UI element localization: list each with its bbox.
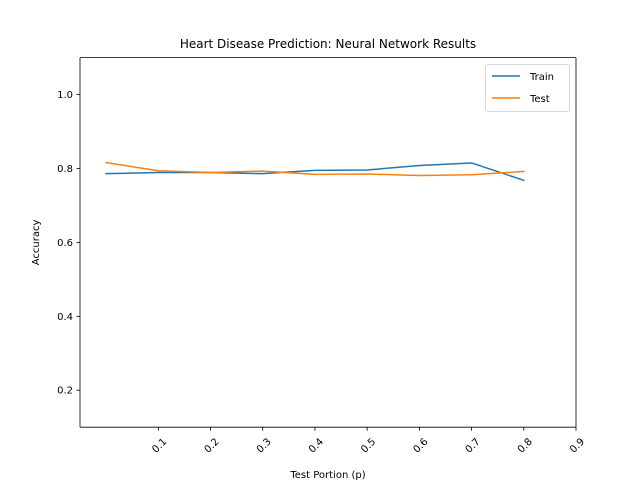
chart-title: Heart Disease Prediction: Neural Network… xyxy=(180,37,476,51)
plot-area xyxy=(80,57,576,428)
x-tick-label: 0.7 xyxy=(464,436,483,455)
series-layer xyxy=(105,161,525,182)
legend-label-test: Test xyxy=(529,94,550,105)
legend-box xyxy=(485,64,571,112)
legend: Train Test xyxy=(485,64,571,112)
x-tick-label: 0.9 xyxy=(568,436,587,455)
x-axis-ticks: 0.1 0.2 0.3 0.4 0.5 0.6 0.7 0.8 0.9 xyxy=(150,427,587,456)
x-tick-label: 0.5 xyxy=(359,436,378,455)
y-tick-label: 0.8 xyxy=(57,164,73,175)
legend-label-train: Train xyxy=(529,72,554,83)
x-tick-label: 0.3 xyxy=(255,436,274,455)
y-axis-ticks: 0.2 0.4 0.6 0.8 1.0 xyxy=(57,90,80,397)
x-tick-label: 0.6 xyxy=(411,436,430,455)
y-tick-label: 0.2 xyxy=(57,386,73,397)
y-tick-label: 1.0 xyxy=(57,90,73,101)
x-axis-label: Test Portion (p) xyxy=(289,470,365,480)
x-tick-label: 0.8 xyxy=(516,436,535,455)
series-line-test xyxy=(105,161,525,177)
x-tick-label: 0.1 xyxy=(150,436,169,455)
x-tick-label: 0.2 xyxy=(203,436,222,455)
y-tick-label: 0.4 xyxy=(57,312,73,323)
x-tick-label: 0.4 xyxy=(307,436,326,455)
series-line-train xyxy=(105,162,525,182)
y-tick-label: 0.6 xyxy=(57,238,73,249)
y-axis-label: Accuracy xyxy=(31,219,42,265)
